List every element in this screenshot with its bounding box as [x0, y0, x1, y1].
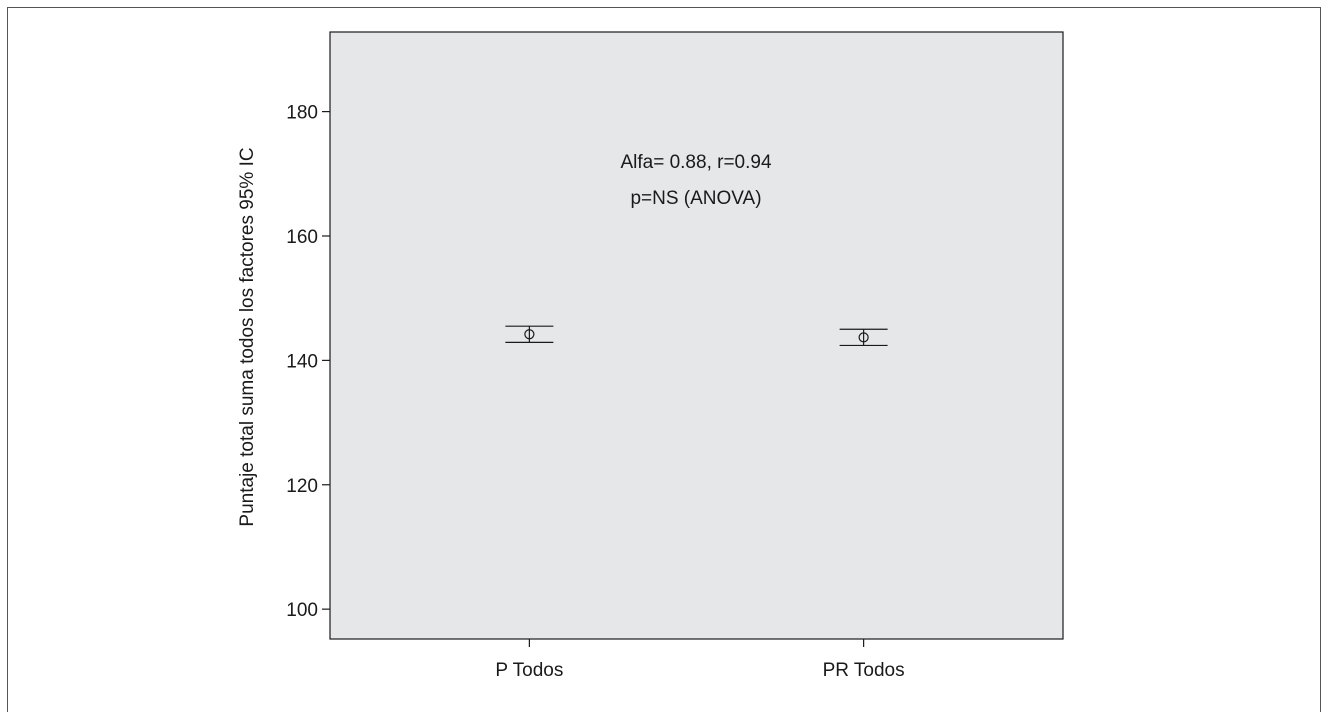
x-tick-label: P Todos [495, 660, 563, 681]
plot-area [329, 31, 1064, 640]
y-tick-label: 140 [286, 351, 318, 372]
annotation-pvalue: p=NS (ANOVA) [630, 188, 761, 209]
mean-marker [858, 332, 869, 343]
y-tick-label: 180 [286, 103, 318, 124]
annotation-alpha: Alfa= 0.88, r=0.94 [620, 152, 771, 173]
x-tick-label: PR Todos [823, 660, 905, 681]
y-tick-label: 100 [286, 600, 318, 621]
y-tick-label: 160 [286, 227, 318, 248]
y-axis: 100 120 140 160 180 [286, 103, 330, 621]
figure-frame [7, 7, 1321, 712]
y-tick-label: 120 [286, 476, 318, 497]
mean-marker [524, 329, 535, 340]
y-axis-title: Puntaje total suma todos los factores 95… [237, 147, 258, 526]
x-axis: P Todos PR Todos [495, 639, 905, 681]
data-marks [505, 325, 888, 347]
